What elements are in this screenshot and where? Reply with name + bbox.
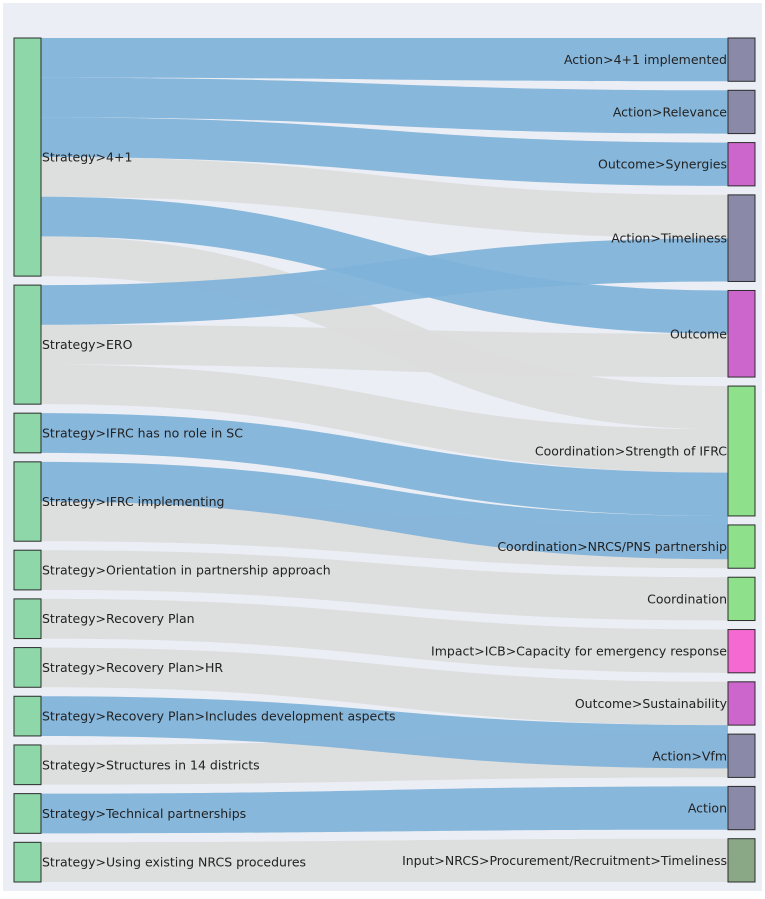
target-label: Action xyxy=(688,801,727,816)
source-label: Strategy>Recovery Plan>Includes developm… xyxy=(42,709,396,724)
sankey-link-s2-t6[interactable] xyxy=(41,364,728,473)
target-node-t12[interactable] xyxy=(727,785,756,831)
target-node-t13[interactable] xyxy=(727,838,756,883)
target-label: Coordination>NRCS/PNS partnership xyxy=(497,539,727,554)
sankey-link-s3-t6[interactable] xyxy=(41,413,728,516)
target-node-t8[interactable] xyxy=(727,576,756,622)
source-label: Strategy>Technical partnerships xyxy=(42,806,246,821)
sankey-link-s7-t10[interactable] xyxy=(41,647,728,726)
target-label: Action>Relevance xyxy=(613,104,727,119)
sankey-link-s4-t6[interactable] xyxy=(41,461,728,560)
source-label: Strategy>ERO xyxy=(42,337,133,352)
sankey-link-s1-t1[interactable] xyxy=(41,38,728,82)
target-label: Coordination>Strength of IFRC xyxy=(535,444,727,459)
target-node-t4[interactable] xyxy=(727,194,756,282)
source-label: Strategy>Structures in 14 districts xyxy=(42,757,260,772)
source-node-s8[interactable] xyxy=(13,695,42,737)
target-label: Action>Vfm xyxy=(652,748,727,763)
target-node-t7[interactable] xyxy=(727,524,756,569)
source-node-s1[interactable] xyxy=(13,37,42,277)
nodes-group xyxy=(13,37,756,883)
source-label: Strategy>IFRC implementing xyxy=(42,494,224,509)
source-node-s6[interactable] xyxy=(13,598,42,640)
source-label: Strategy>4+1 xyxy=(42,150,132,165)
target-node-t3[interactable] xyxy=(727,142,756,187)
sankey-link-s11-t13[interactable] xyxy=(41,838,728,882)
target-node-t6[interactable] xyxy=(727,385,756,517)
source-label: Strategy>Recovery Plan xyxy=(42,611,195,626)
source-label: Strategy>Recovery Plan>HR xyxy=(42,660,223,675)
sankey-link-s1-t3[interactable] xyxy=(41,117,728,186)
labels-group: Strategy>4+1 Strategy>ERO Strategy>IFRC ha… xyxy=(42,52,728,870)
sankey-link-s5-t8[interactable] xyxy=(41,550,728,621)
source-node-s7[interactable] xyxy=(13,647,42,688)
source-node-s5[interactable] xyxy=(13,549,42,591)
sankey-link-s10-t12[interactable] xyxy=(41,786,728,834)
sankey-link-s1-t4[interactable] xyxy=(41,157,728,239)
target-node-t1[interactable] xyxy=(727,37,756,82)
source-node-s11[interactable] xyxy=(13,841,42,883)
target-label: Impact>ICB>Capacity for emergency respon… xyxy=(431,644,727,659)
source-label: Strategy>Orientation in partnership appr… xyxy=(42,563,331,578)
sankey-link-s6-t9[interactable] xyxy=(41,598,728,673)
target-label: Input>NRCS>Procurement/Recruitment>Timel… xyxy=(402,853,727,868)
target-label: Outcome>Sustainability xyxy=(575,696,728,711)
source-node-s10[interactable] xyxy=(13,793,42,834)
sankey-link-s2-t5[interactable] xyxy=(41,324,728,378)
target-label: Outcome xyxy=(670,326,727,341)
source-node-s2[interactable] xyxy=(13,284,42,405)
source-node-s3[interactable] xyxy=(13,412,42,454)
target-label: Action>Timeliness xyxy=(611,231,727,246)
source-node-s9[interactable] xyxy=(13,744,42,786)
source-label: Strategy>Using existing NRCS procedures xyxy=(42,855,306,870)
target-node-t11[interactable] xyxy=(727,733,756,778)
source-node-s4[interactable] xyxy=(13,461,42,542)
target-node-t9[interactable] xyxy=(727,629,756,674)
target-label: Action>4+1 implemented xyxy=(564,52,727,67)
links-group xyxy=(41,38,728,882)
target-node-t2[interactable] xyxy=(727,89,756,135)
source-label: Strategy>IFRC has no role in SC xyxy=(42,426,243,441)
target-node-t5[interactable] xyxy=(727,289,756,378)
target-label: Outcome>Synergies xyxy=(598,157,727,172)
sankey-link-s8-t10[interactable] xyxy=(41,696,728,769)
sankey-link-s1-t2[interactable] xyxy=(41,77,728,134)
target-label: Coordination xyxy=(647,591,727,606)
sankey-link-s2-t4[interactable] xyxy=(41,238,728,325)
target-node-t10[interactable] xyxy=(727,681,756,726)
